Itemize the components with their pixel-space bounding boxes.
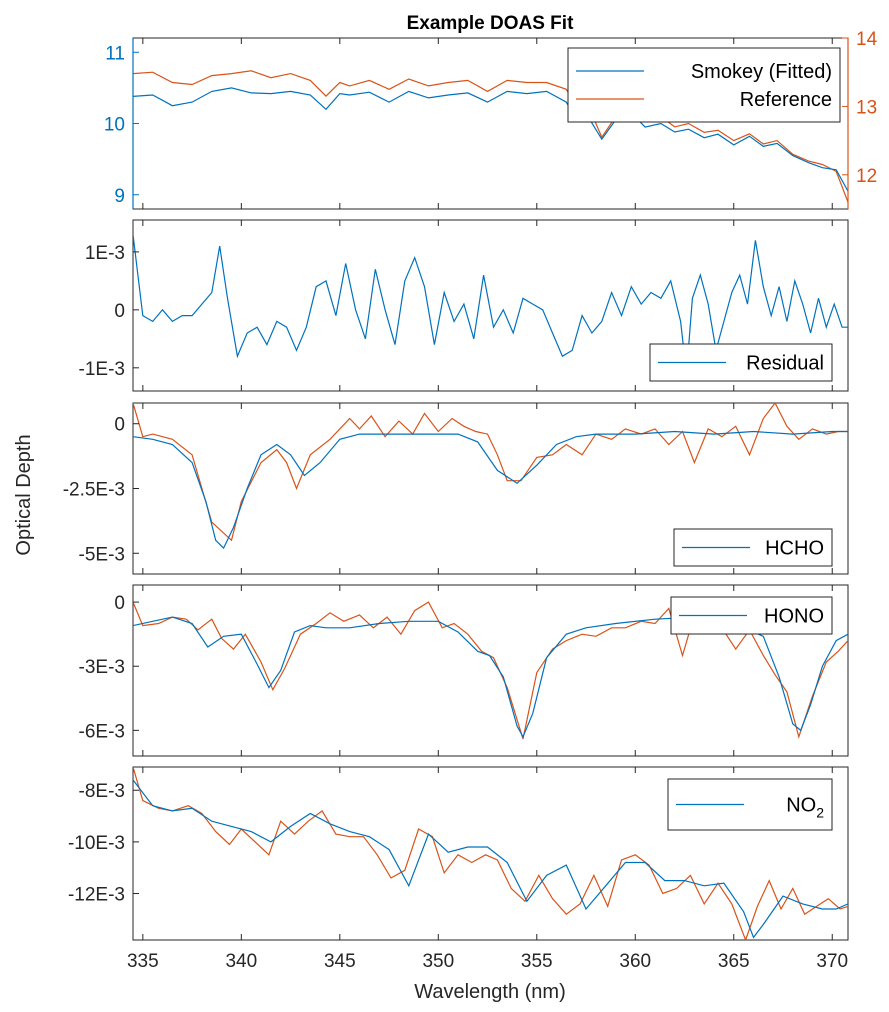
y-tick-label: -6E-3	[79, 721, 125, 742]
legend-label: HCHO	[765, 538, 824, 560]
x-tick-label: 335	[127, 951, 159, 972]
y-tick-label: 0	[114, 415, 125, 436]
y-tick-label: -8E-3	[79, 781, 125, 802]
y-tick-label: 10	[104, 115, 125, 136]
series-line-reference	[133, 70, 848, 203]
legend: HONO	[670, 596, 833, 635]
panel-2: 1E-3 0 -1E-3 Residual	[79, 219, 849, 392]
x-tick-label: 365	[718, 951, 750, 972]
series-line-hono	[133, 616, 848, 739]
x-tick-label: 340	[225, 951, 257, 972]
reference-line	[133, 403, 848, 542]
x-tick-label: 360	[619, 951, 651, 972]
y-tick-label-right: 12	[856, 166, 877, 187]
y-tick-label: -2.5E-3	[63, 480, 125, 501]
y-tick-label-right: 14	[856, 29, 878, 50]
y-tick-label: -10E-3	[68, 833, 125, 854]
legend-label: Residual	[746, 353, 824, 375]
series-line-smokey-fitted-	[133, 87, 848, 192]
y-tick-label: -5E-3	[79, 544, 125, 565]
legend-label: NO2	[786, 795, 824, 821]
y-tick-label: 1E-3	[85, 243, 125, 264]
x-tick-label: 350	[422, 951, 454, 972]
reference-line	[133, 767, 848, 940]
legend-box	[567, 47, 841, 123]
y-tick-label-right: 13	[856, 97, 877, 118]
legend: Residual	[649, 343, 833, 382]
x-tick-label: 355	[521, 951, 553, 972]
panels: 9 10 11 12 13 14 Smokey (Fitted) Reference 1E-3 0…	[63, 29, 878, 972]
y-tick-label: 0	[114, 593, 125, 614]
panel-4: 0 -3E-3 -6E-3 HONO	[79, 584, 849, 757]
panel-1: 9 10 11 12 13 14 Smokey (Fitted) Reference	[104, 29, 878, 210]
legend: Smokey (Fitted) Reference	[567, 47, 841, 123]
legend-label: Reference	[740, 89, 832, 111]
y-tick-label: -3E-3	[79, 657, 125, 678]
series-line-no	[133, 779, 848, 939]
legend: NO2	[667, 778, 833, 831]
series-line-hcho	[133, 430, 848, 550]
y-tick-label: 11	[105, 43, 125, 64]
chart-title: Example DOAS Fit	[407, 13, 574, 34]
legend-label: Smokey (Fitted)	[691, 61, 832, 83]
series-line-residual	[133, 234, 848, 374]
y-tick-label: -1E-3	[79, 359, 125, 380]
x-tick-label: 370	[816, 951, 848, 972]
panel-5: -8E-3 -10E-3 -12E-3 335 340 345 350 355 360 365 37…	[68, 766, 849, 972]
y-axis-label: Optical Depth	[13, 434, 35, 555]
x-axis-label: Wavelength (nm)	[414, 981, 566, 1003]
y-tick-label: -12E-3	[68, 885, 125, 906]
legend: HCHO	[673, 528, 833, 567]
y-tick-label: 0	[114, 301, 125, 322]
panel-3: 0 -2.5E-3 -5E-3 HCHO	[63, 402, 849, 575]
x-tick-label: 345	[324, 951, 356, 972]
y-tick-label: 9	[114, 186, 125, 207]
legend-label: HONO	[764, 606, 824, 628]
